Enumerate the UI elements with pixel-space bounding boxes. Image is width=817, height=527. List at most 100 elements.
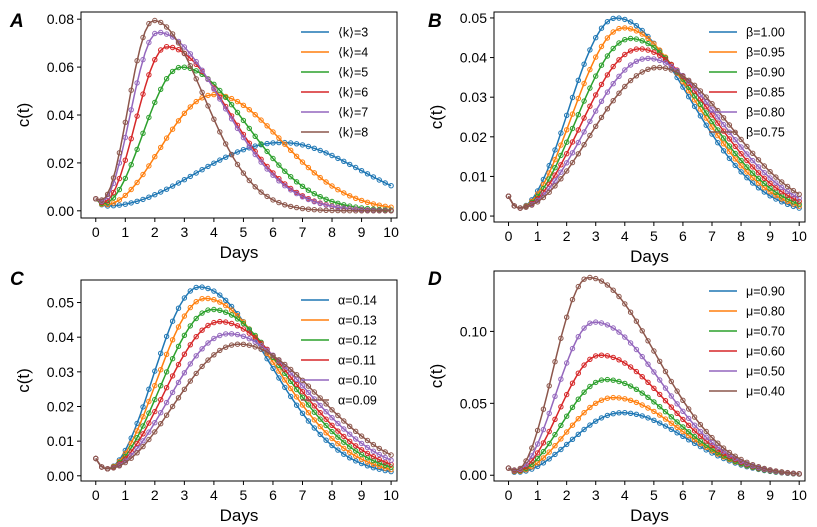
data-point (657, 64, 663, 71)
data-point (228, 102, 235, 108)
data-point (140, 130, 146, 137)
data-point (616, 293, 622, 300)
data-point (205, 163, 211, 170)
data-point (709, 446, 715, 452)
data-point (627, 62, 634, 68)
data-point (223, 297, 229, 303)
data-point (703, 94, 709, 100)
data-point (158, 19, 164, 26)
y-tick-label: 0.01 (47, 433, 74, 449)
data-point (228, 320, 235, 327)
data-point (569, 150, 576, 156)
series-6 (505, 274, 802, 477)
data-point (240, 341, 247, 347)
data-point (146, 410, 152, 416)
data-point (299, 389, 306, 395)
data-point (270, 359, 276, 365)
data-point (116, 197, 123, 203)
data-point (264, 148, 270, 155)
data-point (353, 453, 359, 459)
data-point (691, 433, 698, 440)
data-point (217, 157, 223, 163)
data-point (651, 408, 657, 415)
data-point (282, 202, 288, 208)
data-point (246, 177, 253, 184)
data-point (598, 81, 605, 88)
data-point (341, 433, 347, 440)
data-point (622, 83, 628, 90)
data-point (598, 352, 605, 358)
data-point (234, 341, 241, 347)
data-point (703, 428, 709, 435)
data-point (258, 159, 264, 165)
data-point (587, 320, 593, 326)
data-point (152, 429, 158, 435)
data-point (645, 40, 651, 47)
data-point (175, 180, 182, 186)
data-point (323, 207, 329, 214)
data-point (364, 444, 371, 451)
data-point (552, 183, 558, 189)
data-point (341, 208, 347, 214)
data-point (674, 401, 680, 407)
data-point (651, 385, 657, 391)
data-point (598, 278, 605, 284)
legend: β=1.00 β=0.95 β=0.90 β=0.85 β=0.80 β=0.75 (709, 26, 785, 140)
data-point (662, 368, 669, 375)
data-point (558, 446, 564, 453)
data-point (335, 412, 341, 419)
data-point (633, 36, 640, 42)
data-point (152, 396, 158, 403)
data-point (564, 314, 570, 320)
data-point (376, 460, 382, 466)
data-point (175, 324, 182, 330)
data-point (651, 56, 657, 62)
data-point (627, 48, 634, 54)
data-point (264, 356, 270, 362)
data-point (581, 325, 587, 331)
data-point (587, 103, 593, 109)
data-point (323, 401, 329, 407)
data-point (755, 175, 762, 182)
data-point (598, 415, 605, 421)
data-point (205, 357, 211, 363)
data-point (158, 397, 164, 403)
data-point (252, 151, 258, 158)
data-point (205, 307, 211, 313)
data-point (270, 129, 276, 135)
data-point (779, 469, 785, 475)
data-point (587, 383, 593, 390)
data-point (709, 118, 715, 125)
y-axis-label: c(t) (14, 103, 33, 128)
data-point (270, 172, 276, 178)
data-point (790, 199, 797, 205)
data-point (223, 344, 229, 350)
data-point (282, 377, 288, 383)
data-point (593, 123, 599, 130)
data-point (110, 189, 117, 196)
data-point (639, 46, 645, 52)
data-point (158, 350, 164, 356)
data-point (228, 307, 235, 313)
y-tick-label: 0.04 (47, 107, 74, 123)
data-point (376, 445, 382, 452)
data-point (587, 274, 593, 281)
data-point (546, 428, 552, 435)
data-point (755, 464, 762, 470)
data-point (234, 125, 241, 132)
data-point (633, 411, 640, 417)
data-point (311, 396, 317, 402)
data-point (674, 388, 680, 394)
data-point (767, 169, 773, 175)
data-point (552, 156, 558, 163)
data-point (288, 366, 294, 373)
data-point (610, 354, 616, 361)
data-point (163, 351, 170, 357)
data-point (627, 397, 634, 403)
data-point (651, 399, 657, 405)
data-point (116, 463, 123, 469)
data-point (211, 335, 217, 342)
x-tick-label: 0 (505, 487, 513, 503)
data-point (169, 318, 176, 324)
x-axis-label: Days (630, 506, 669, 525)
